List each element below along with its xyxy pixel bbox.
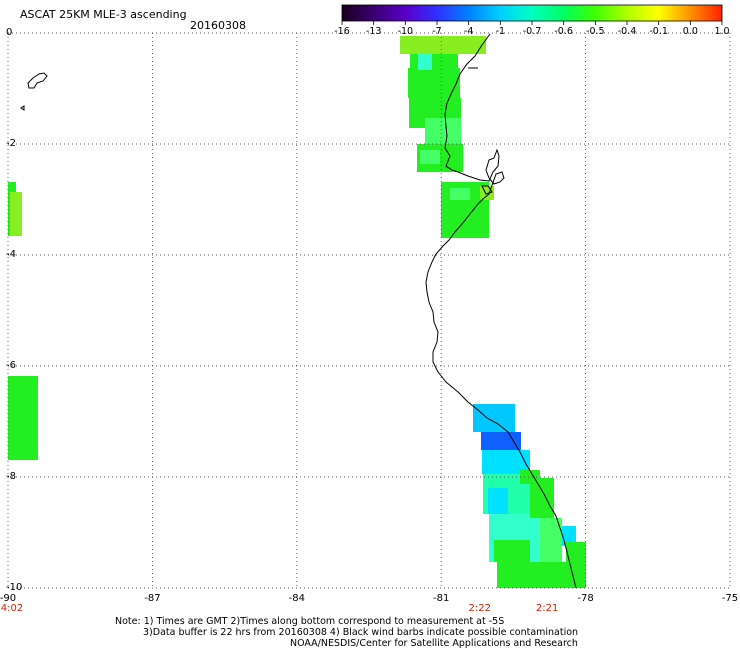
swath-cell (8, 376, 38, 460)
colorbar-label: -16 (334, 26, 350, 37)
swath-cell (418, 54, 432, 70)
swath-cell (473, 404, 515, 432)
colorbar-label: -0.4 (617, 26, 637, 37)
swath-cell (480, 186, 494, 200)
y-axis-label: 0 (6, 27, 13, 38)
colorbar-label: -10 (397, 26, 414, 37)
swath-cell (494, 540, 530, 562)
swath-cell (566, 542, 586, 588)
swath-cell (540, 518, 562, 562)
swath-cell (10, 192, 22, 236)
y-axis-label: -4 (6, 249, 16, 260)
x-axis-label: -84 (288, 593, 305, 604)
swath-cell (530, 478, 554, 518)
colorbar-label: -1 (495, 26, 506, 37)
colorbar-strip (341, 4, 723, 22)
colorbar-label: -0.7 (522, 26, 542, 37)
swath-cell (408, 68, 460, 98)
swath-cell (481, 432, 521, 450)
y-axis-label: -10 (6, 582, 23, 593)
coastline (20, 33, 577, 589)
y-axis-label: -6 (6, 360, 16, 371)
colorbar-label: -7 (432, 26, 442, 37)
swath-cell (450, 188, 470, 200)
x-axis-label: -90 (0, 593, 17, 604)
colorbar-label: -4 (463, 26, 474, 37)
y-axis-label: -2 (6, 138, 16, 149)
colorbar-label: -0.1 (649, 26, 668, 37)
x-axis-label: -87 (144, 593, 161, 604)
swath-cell (410, 54, 458, 68)
x-axis-label: -81 (433, 593, 450, 604)
swath-cell (400, 36, 486, 54)
colorbar-label: 1.0 (714, 26, 730, 37)
swath-cell (520, 470, 540, 484)
map-date: 20160308 (190, 19, 246, 32)
note-line-3: NOAA/NESDIS/Center for Satellite Applica… (290, 638, 578, 649)
map-title: ASCAT 25KM MLE-3 ascending (20, 8, 187, 21)
colorbar-label: -13 (365, 26, 382, 37)
coastline-mainland (425, 33, 577, 589)
coastline-peninsula (481, 185, 493, 195)
y-axis-label: -8 (6, 471, 16, 482)
note-line-2: 3)Data buffer is 22 hrs from 20160308 4)… (143, 627, 579, 638)
galapagos-island (27, 72, 48, 89)
x-axis-label: -75 (721, 593, 739, 604)
colorbar (341, 4, 723, 25)
note-line-1: Note: 1) Times are GMT 2)Times along bot… (115, 616, 505, 627)
time-label: 2:22 (468, 603, 491, 614)
colorbar-label: 0.0 (682, 26, 698, 37)
colorbar-label: -0.5 (586, 26, 605, 37)
swath-cell (425, 118, 461, 144)
galapagos-islet (20, 105, 25, 111)
time-label: 4:02 (0, 603, 24, 614)
colorbar-label: -0.6 (554, 26, 573, 37)
swath-cell (488, 488, 508, 514)
swath-cell (497, 562, 575, 588)
x-axis-label: -78 (577, 593, 594, 604)
grid-lines (7, 32, 731, 589)
swath-cell (420, 150, 440, 164)
time-label: 2:21 (535, 603, 559, 614)
